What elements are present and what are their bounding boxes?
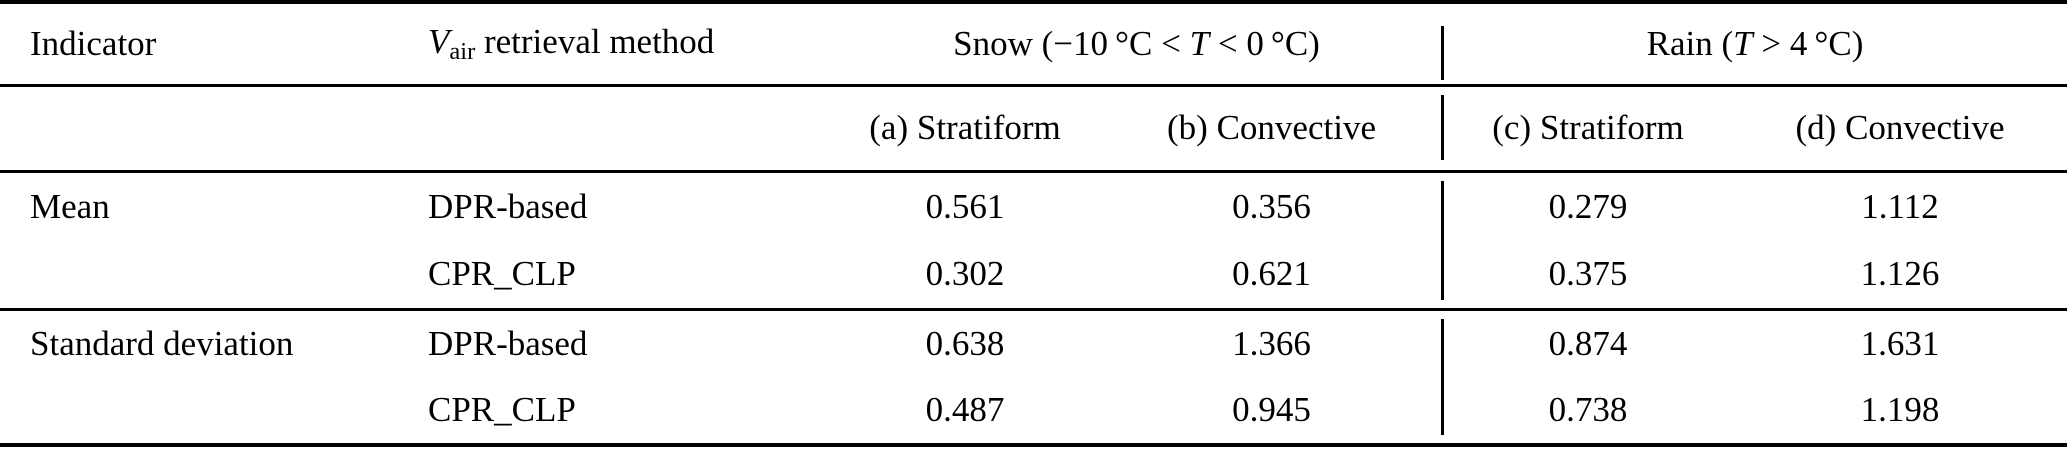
table-row: CPR_CLP 0.487 0.945 0.738 1.198 (0, 377, 2067, 443)
table-header-row: Indicator Vair retrieval method Snow (−1… (0, 4, 2067, 84)
vair-subscript: air (449, 37, 476, 65)
header-indicator: Indicator (30, 23, 157, 63)
header-retrieval-method-text: retrieval method (475, 21, 715, 61)
snow-temperature-symbol: T (1189, 23, 1210, 63)
value-cell: 0.487 (925, 389, 1005, 429)
header-snow-group: Snow (−10 °C < T < 0 °C) (830, 24, 1443, 64)
value-cell: 0.279 (1548, 186, 1628, 226)
table-row: Mean DPR-based 0.561 0.356 0.279 1.112 (0, 173, 2067, 241)
indicator-label: Standard deviation (30, 323, 294, 363)
section-mean: Mean DPR-based 0.561 0.356 0.279 1.112 C… (0, 173, 2067, 308)
value-cell: 0.621 (1232, 254, 1311, 294)
value-cell: 1.366 (1232, 323, 1311, 363)
header-rule (0, 84, 2067, 87)
vair-symbol: V (428, 21, 450, 61)
subheader-b-convective: (b) Convective (1167, 108, 1376, 148)
rain-temperature-symbol: T (1733, 23, 1753, 63)
method-label: CPR_CLP (428, 389, 576, 429)
table-row: CPR_CLP 0.302 0.621 0.375 1.126 (0, 241, 2067, 309)
value-cell: 0.561 (925, 186, 1005, 226)
subheader-c-stratiform: (c) Stratiform (1492, 108, 1684, 148)
snow-rain-column-divider (1441, 181, 1444, 300)
value-cell: 0.874 (1548, 323, 1628, 363)
value-cell: 0.302 (925, 254, 1005, 294)
header-retrieval-method: Vair retrieval method (428, 22, 830, 66)
rain-condition-pre: Rain ( (1646, 23, 1734, 63)
value-cell: 0.638 (925, 323, 1005, 363)
rain-condition-post: > 4 °C) (1752, 23, 1864, 63)
table-top-rule (0, 0, 2067, 4)
snow-rain-column-divider (1441, 26, 1444, 80)
method-label: CPR_CLP (428, 254, 576, 294)
subheader-d-convective: (d) Convective (1795, 108, 2005, 148)
table-bottom-rule (0, 443, 2067, 447)
section-standard-deviation: Standard deviation DPR-based 0.638 1.366… (0, 311, 2067, 443)
snow-rain-column-divider (1441, 95, 1444, 160)
indicator-label: Mean (30, 186, 110, 226)
table-subheader-row: (a) Stratiform (b) Convective (c) Strati… (0, 87, 2067, 170)
value-cell: 0.375 (1548, 254, 1628, 294)
value-cell: 1.112 (1861, 186, 1939, 226)
value-cell: 1.198 (1860, 389, 1940, 429)
section-rule (0, 308, 2067, 311)
table-row: Standard deviation DPR-based 0.638 1.366… (0, 311, 2067, 377)
method-label: DPR-based (428, 323, 588, 363)
value-cell: 1.126 (1860, 254, 1940, 294)
value-cell: 1.631 (1860, 323, 1940, 363)
subheader-rule (0, 170, 2067, 173)
value-cell: 0.738 (1548, 389, 1628, 429)
snow-rain-column-divider (1441, 319, 1444, 435)
value-cell: 0.945 (1232, 389, 1311, 429)
snow-condition-pre: Snow (−10 °C < (953, 23, 1190, 63)
subheader-a-stratiform: (a) Stratiform (869, 108, 1061, 148)
header-rain-group: Rain (T > 4 °C) (1443, 24, 2067, 64)
method-label: DPR-based (428, 186, 588, 226)
snow-condition-post: < 0 °C) (1209, 23, 1320, 63)
value-cell: 0.356 (1232, 186, 1311, 226)
